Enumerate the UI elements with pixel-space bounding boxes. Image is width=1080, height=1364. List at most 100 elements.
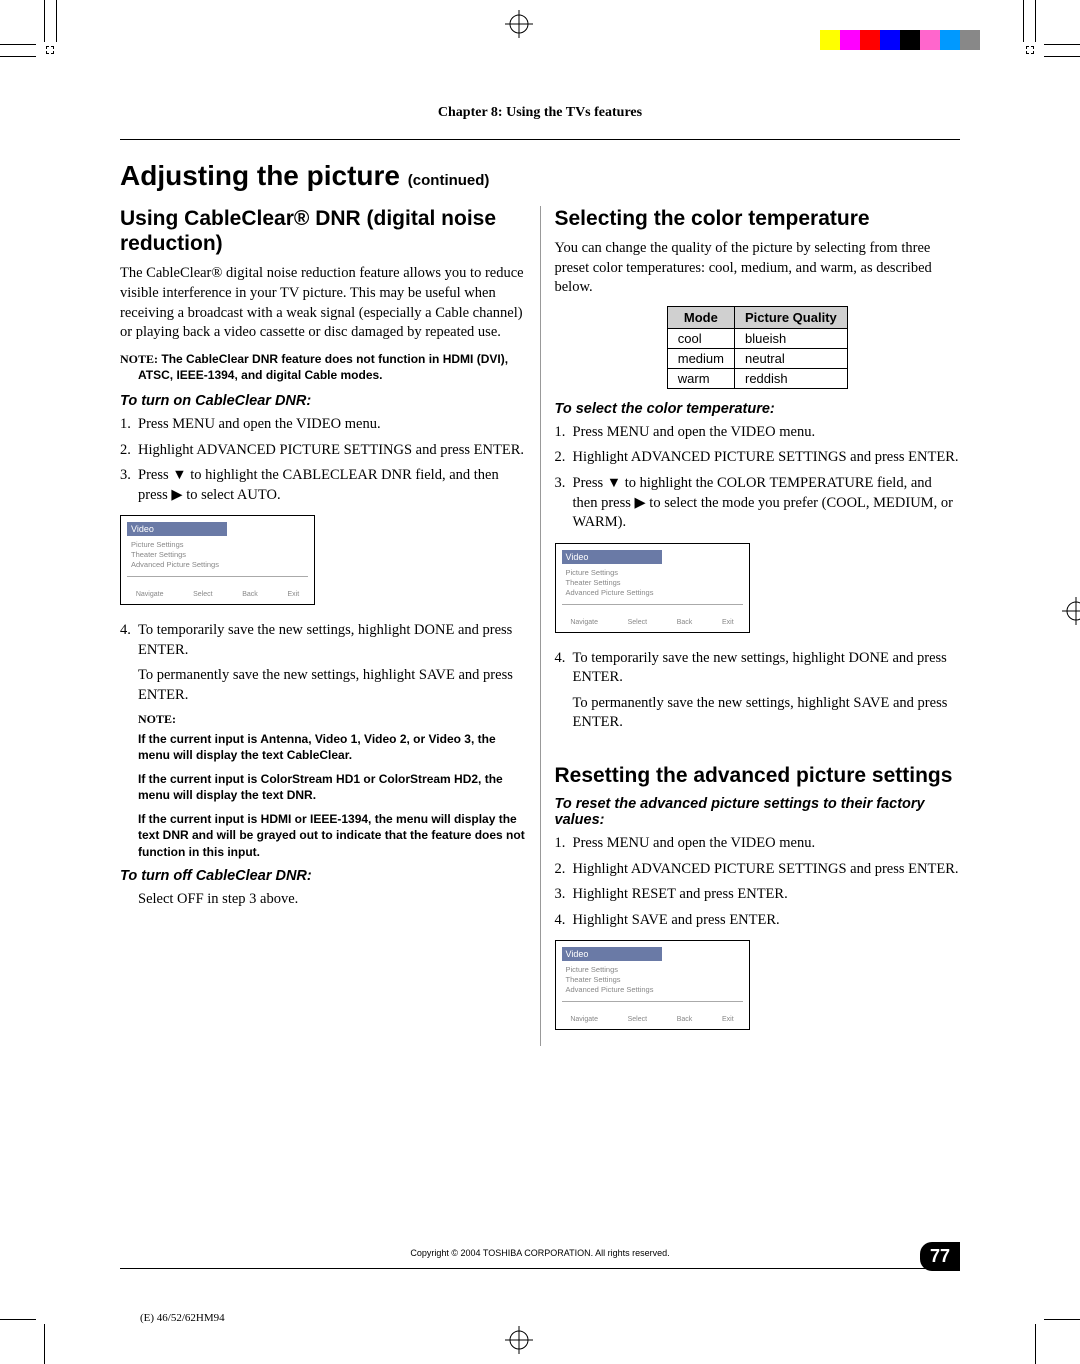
swatch xyxy=(920,30,940,50)
menu-item: Advanced Picture Settings xyxy=(566,985,654,994)
crop xyxy=(0,1319,36,1320)
section-heading: Resetting the advanced picture settings xyxy=(555,763,961,788)
note-text: If the current input is HDMI or IEEE-139… xyxy=(120,811,526,860)
subheading: To turn on CableClear DNR: xyxy=(120,393,526,409)
body-text: To permanently save the new settings, hi… xyxy=(555,694,961,733)
menu-item: Theater Settings xyxy=(566,975,621,984)
menu-footer: Navigate Select Back Exit xyxy=(121,591,314,598)
body-text: To permanently save the new settings, hi… xyxy=(120,666,526,705)
page-content: Chapter 8: Using the TVs features Adjust… xyxy=(120,105,960,1269)
separator xyxy=(127,576,308,577)
mode-table: Mode Picture Quality coolblueish mediumn… xyxy=(667,306,848,389)
registration-mark-icon xyxy=(505,1326,533,1354)
menu-item: Picture Settings xyxy=(566,568,619,577)
two-column-layout: Using CableClear® DNR (digital noise red… xyxy=(120,206,960,1046)
right-column: Selecting the color temperature You can … xyxy=(555,206,961,1046)
steps-list: 1.Press MENU and open the VIDEO menu. 2.… xyxy=(555,834,961,930)
menu-title: Video xyxy=(127,522,227,536)
list-item: 1.Press MENU and open the VIDEO menu. xyxy=(573,423,961,443)
note-text: The CableClear DNR feature does not func… xyxy=(138,352,508,382)
list-item: 4.To temporarily save the new settings, … xyxy=(138,621,526,660)
menu-footer: Navigate Select Back Exit xyxy=(556,619,749,626)
crop xyxy=(56,0,57,42)
registration-mark-icon xyxy=(505,10,533,38)
swatch xyxy=(880,30,900,50)
continued-label: (continued) xyxy=(408,172,490,189)
rule xyxy=(120,1268,960,1269)
note-label: NOTE: xyxy=(120,352,158,366)
crop xyxy=(1044,44,1080,45)
steps-list-cont: 4.To temporarily save the new settings, … xyxy=(555,649,961,688)
list-item: 1.Press MENU and open the VIDEO menu. xyxy=(573,834,961,854)
swatch xyxy=(960,30,980,50)
subheading: To reset the advanced picture settings t… xyxy=(555,796,961,828)
page-title: Adjusting the picture (continued) xyxy=(120,160,960,192)
note-text: If the current input is ColorStream HD1 … xyxy=(120,771,526,803)
swatch xyxy=(840,30,860,50)
body-text: The CableClear® digital noise reduction … xyxy=(120,264,526,342)
page-number: 77 xyxy=(920,1242,960,1271)
list-item: 2.Highlight ADVANCED PICTURE SETTINGS an… xyxy=(573,448,961,468)
swatch xyxy=(860,30,880,50)
body-text: You can change the quality of the pictur… xyxy=(555,239,961,298)
list-item: 1.Press MENU and open the VIDEO menu. xyxy=(138,415,526,435)
crop xyxy=(0,44,36,45)
list-item: 3.Press ▼ to highlight the CABLECLEAR DN… xyxy=(138,466,526,505)
menu-item: Advanced Picture Settings xyxy=(131,560,219,569)
menu-screenshot: Video Picture Settings Theater Settings … xyxy=(120,515,315,605)
file-id: (E) 46/52/62HM94 xyxy=(140,1312,225,1324)
menu-screenshot: Video Picture Settings Theater Settings … xyxy=(555,940,750,1030)
swatch xyxy=(820,30,840,50)
crop xyxy=(1026,46,1034,54)
swatch xyxy=(940,30,960,50)
note: NOTE: The CableClear DNR feature does no… xyxy=(120,351,526,383)
crop xyxy=(46,46,54,54)
list-item: 2.Highlight ADVANCED PICTURE SETTINGS an… xyxy=(138,441,526,461)
crop xyxy=(1035,0,1036,42)
list-item: 4.Highlight SAVE and press ENTER. xyxy=(573,911,961,931)
menu-footer: Navigate Select Back Exit xyxy=(556,1016,749,1023)
crop xyxy=(1044,1319,1080,1320)
crop xyxy=(0,56,36,57)
left-column: Using CableClear® DNR (digital noise red… xyxy=(120,206,526,1046)
note-text: If the current input is Antenna, Video 1… xyxy=(120,731,526,763)
steps-list: 1.Press MENU and open the VIDEO menu. 2.… xyxy=(555,423,961,533)
section-heading: Selecting the color temperature xyxy=(555,206,961,231)
crop xyxy=(44,1324,45,1364)
table-row: coolblueish xyxy=(667,328,847,348)
list-item: 3.Highlight RESET and press ENTER. xyxy=(573,885,961,905)
page-footer: Copyright © 2004 TOSHIBA CORPORATION. Al… xyxy=(120,1248,960,1269)
crop xyxy=(44,0,45,42)
menu-screenshot: Video Picture Settings Theater Settings … xyxy=(555,543,750,633)
list-item: 4.To temporarily save the new settings, … xyxy=(573,649,961,688)
list-item: 2.Highlight ADVANCED PICTURE SETTINGS an… xyxy=(573,860,961,880)
menu-item: Theater Settings xyxy=(566,578,621,587)
menu-item: Advanced Picture Settings xyxy=(566,588,654,597)
copyright: Copyright © 2004 TOSHIBA CORPORATION. Al… xyxy=(120,1248,960,1258)
crop xyxy=(1035,1324,1036,1364)
separator xyxy=(562,1001,743,1002)
list-item: 3.Press ▼ to highlight the COLOR TEMPERA… xyxy=(573,474,961,533)
steps-list-cont: 4.To temporarily save the new settings, … xyxy=(120,621,526,660)
section-heading: Using CableClear® DNR (digital noise red… xyxy=(120,206,526,256)
menu-item: Theater Settings xyxy=(131,550,186,559)
menu-item: Picture Settings xyxy=(566,965,619,974)
table-header: Picture Quality xyxy=(735,306,848,328)
table-row: Mode Picture Quality xyxy=(667,306,847,328)
menu-title: Video xyxy=(562,947,662,961)
color-bar xyxy=(820,30,980,50)
subheading: To select the color temperature: xyxy=(555,401,961,417)
chapter-header: Chapter 8: Using the TVs features xyxy=(120,105,960,121)
steps-list: 1.Press MENU and open the VIDEO menu. 2.… xyxy=(120,415,526,505)
table-row: warmreddish xyxy=(667,368,847,388)
registration-mark-icon xyxy=(1062,597,1080,625)
table-row: mediumneutral xyxy=(667,348,847,368)
rule xyxy=(120,139,960,140)
title-text: Adjusting the picture xyxy=(120,160,400,191)
note-label: NOTE: xyxy=(120,712,526,727)
separator xyxy=(562,604,743,605)
column-divider xyxy=(540,206,541,1046)
menu-title: Video xyxy=(562,550,662,564)
subheading: To turn off CableClear DNR: xyxy=(120,868,526,884)
crop xyxy=(1044,56,1080,57)
